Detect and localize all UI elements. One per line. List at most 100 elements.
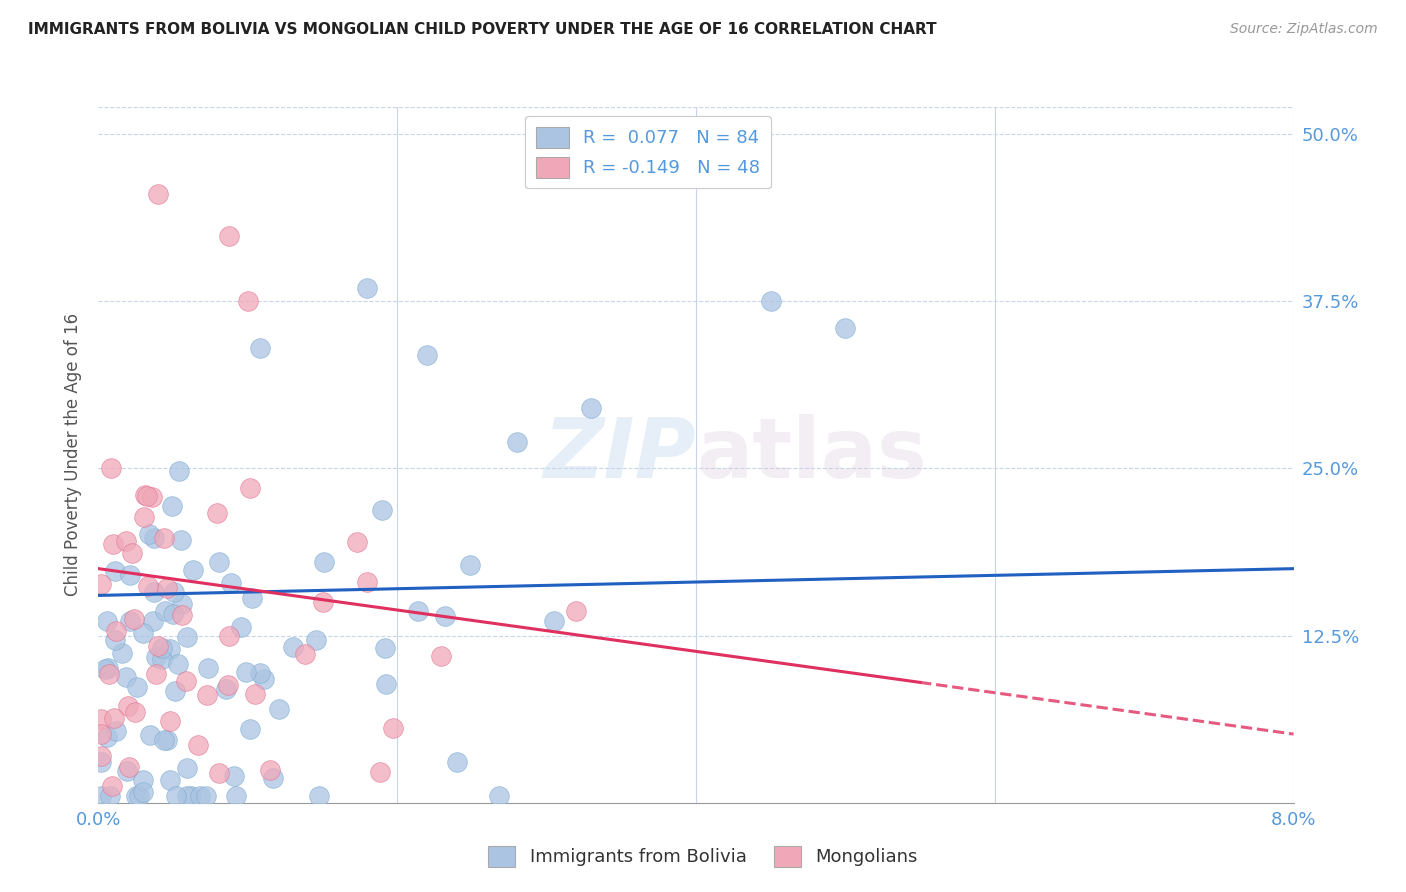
- Point: [98, 667, 121, 681]
- Point: [165, 789, 187, 803]
- Point: [243, 687, 266, 701]
- Point: [294, 647, 316, 661]
- Point: [176, 789, 198, 803]
- Point: [176, 630, 198, 644]
- Point: [167, 464, 190, 478]
- Point: [205, 506, 228, 520]
- Point: [163, 684, 186, 698]
- Point: [446, 755, 468, 769]
- Point: [197, 661, 219, 675]
- Point: [174, 673, 197, 688]
- Point: [120, 568, 142, 582]
- Point: [543, 614, 565, 628]
- Point: [96, 730, 118, 744]
- Point: [374, 677, 396, 691]
- Point: [253, 673, 276, 687]
- Point: [131, 785, 153, 799]
- Point: [370, 502, 392, 516]
- Point: [162, 607, 184, 621]
- Point: [225, 789, 247, 803]
- Point: [356, 281, 378, 295]
- Point: [281, 640, 304, 654]
- Point: [312, 595, 335, 609]
- Point: [156, 733, 179, 747]
- Point: [118, 614, 141, 628]
- Point: [188, 789, 211, 803]
- Point: [305, 632, 328, 647]
- Point: [98, 789, 121, 803]
- Point: [506, 434, 529, 449]
- Point: [218, 629, 240, 643]
- Point: [152, 641, 174, 656]
- Point: [180, 789, 202, 803]
- Point: [195, 689, 218, 703]
- Point: [142, 531, 165, 545]
- Point: [97, 661, 120, 675]
- Legend: R =  0.077   N = 84, R = -0.149   N = 48: R = 0.077 N = 84, R = -0.149 N = 48: [526, 116, 770, 188]
- Point: [370, 765, 392, 780]
- Point: [259, 764, 281, 778]
- Point: [139, 728, 162, 742]
- Point: [117, 698, 139, 713]
- Point: [160, 499, 183, 513]
- Point: [458, 558, 481, 572]
- Point: [374, 641, 396, 656]
- Point: [163, 584, 186, 599]
- Point: [218, 228, 240, 243]
- Point: [167, 657, 190, 672]
- Y-axis label: Child Poverty Under the Age of 16: Child Poverty Under the Age of 16: [65, 313, 83, 597]
- Point: [308, 789, 330, 803]
- Text: ZIP: ZIP: [543, 415, 696, 495]
- Point: [153, 531, 176, 545]
- Point: [565, 604, 588, 618]
- Point: [153, 604, 176, 618]
- Point: [90, 749, 112, 764]
- Point: [131, 772, 153, 787]
- Point: [132, 625, 155, 640]
- Point: [229, 620, 252, 634]
- Point: [94, 662, 117, 676]
- Point: [104, 632, 127, 647]
- Point: [249, 342, 271, 356]
- Point: [100, 780, 122, 794]
- Point: [142, 615, 165, 629]
- Text: IMMIGRANTS FROM BOLIVIA VS MONGOLIAN CHILD POVERTY UNDER THE AGE OF 16 CORRELATI: IMMIGRANTS FROM BOLIVIA VS MONGOLIAN CHI…: [28, 22, 936, 37]
- Point: [262, 772, 284, 786]
- Point: [145, 667, 167, 681]
- Point: [239, 481, 262, 495]
- Point: [176, 761, 198, 775]
- Point: [90, 789, 112, 803]
- Point: [138, 527, 160, 541]
- Point: [194, 789, 217, 803]
- Point: [114, 533, 136, 548]
- Point: [219, 576, 242, 591]
- Point: [114, 670, 136, 684]
- Point: [346, 534, 368, 549]
- Point: [134, 510, 156, 524]
- Point: [208, 555, 231, 569]
- Point: [146, 639, 169, 653]
- Point: [429, 648, 451, 663]
- Point: [103, 537, 125, 551]
- Point: [208, 766, 231, 780]
- Point: [170, 608, 193, 623]
- Point: [90, 756, 112, 770]
- Point: [236, 294, 259, 309]
- Point: [235, 665, 257, 680]
- Point: [269, 702, 291, 716]
- Point: [134, 487, 156, 501]
- Point: [170, 597, 193, 611]
- Point: [122, 612, 145, 626]
- Point: [125, 789, 148, 803]
- Point: [356, 574, 378, 589]
- Point: [249, 665, 271, 680]
- Point: [170, 533, 193, 547]
- Point: [136, 489, 159, 503]
- Point: [488, 789, 510, 803]
- Text: atlas: atlas: [696, 415, 927, 495]
- Text: Source: ZipAtlas.com: Source: ZipAtlas.com: [1230, 22, 1378, 37]
- Point: [834, 321, 856, 335]
- Point: [121, 546, 143, 560]
- Point: [153, 733, 176, 747]
- Point: [159, 714, 181, 728]
